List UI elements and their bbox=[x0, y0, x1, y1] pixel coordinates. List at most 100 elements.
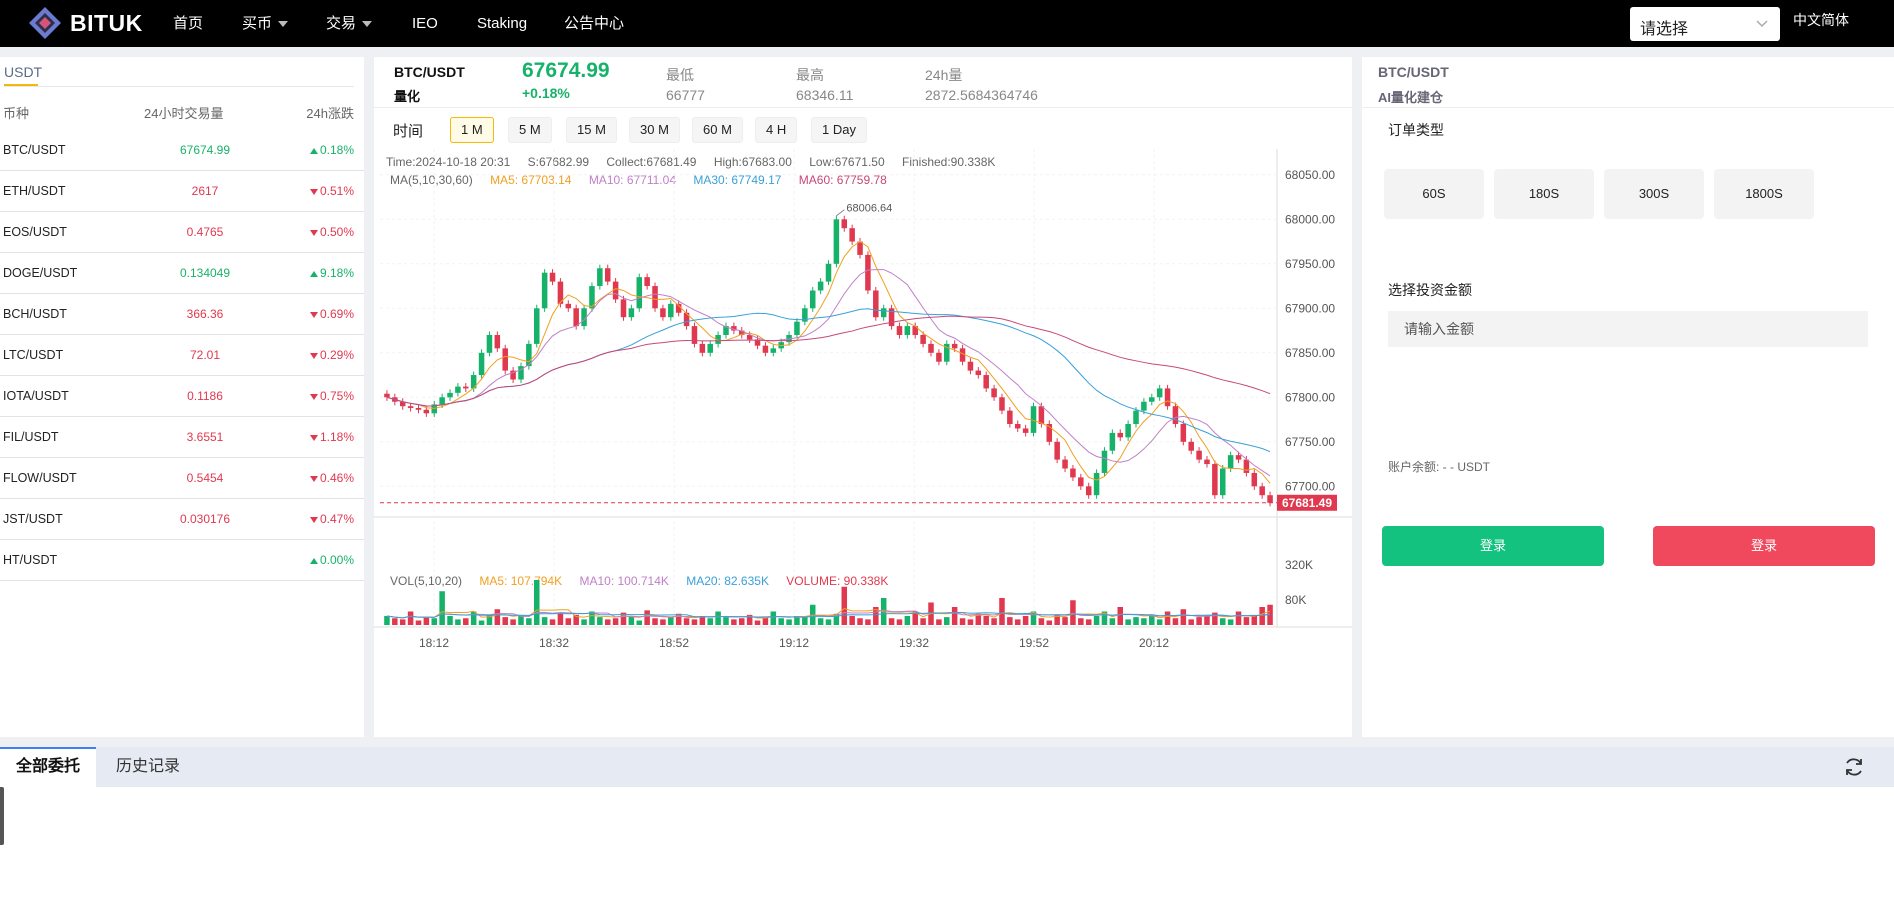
market-list-panel: USDT 币种 24小时交易量 24h涨跌 BTC/USDT 67674.99 0.… bbox=[0, 57, 364, 737]
volume-bar bbox=[1030, 611, 1037, 625]
market-row[interactable]: IOTA/USDT 0.1186 0.75% bbox=[0, 375, 364, 417]
market-row[interactable]: FIL/USDT 3.6551 1.18% bbox=[0, 416, 364, 458]
duration-180s-button[interactable]: 180S bbox=[1494, 169, 1594, 219]
brand-logo[interactable]: BITUK bbox=[28, 5, 143, 41]
volume-bar bbox=[762, 617, 769, 625]
arrow-down-icon bbox=[309, 516, 318, 523]
order-subtitle: AI量化建仓 bbox=[1378, 90, 1444, 105]
candle-body bbox=[999, 397, 1005, 411]
candle-body bbox=[1259, 486, 1265, 496]
vol-tick-label: 320K bbox=[1285, 558, 1313, 572]
nav-announcements[interactable]: 公告中心 bbox=[564, 0, 624, 47]
market-row[interactable]: BTC/USDT 67674.99 0.18% bbox=[0, 129, 364, 171]
volume-bar bbox=[691, 619, 698, 625]
y-tick-label: 67850.00 bbox=[1285, 346, 1335, 360]
candle-body bbox=[975, 370, 982, 376]
volume-bar bbox=[1259, 607, 1265, 625]
candle-body bbox=[1093, 472, 1100, 496]
info-finished: Finished:90.338K bbox=[901, 155, 996, 169]
interval-5m[interactable]: 5 M bbox=[508, 117, 552, 143]
market-row[interactable]: EOS/USDT 0.4765 0.50% bbox=[0, 211, 364, 253]
market-row[interactable]: JST/USDT 0.030176 0.47% bbox=[0, 498, 364, 540]
tab-history[interactable]: 历史记录 bbox=[116, 758, 181, 775]
candle-body bbox=[983, 375, 989, 389]
candle-body bbox=[1078, 477, 1084, 487]
interval-1day[interactable]: 1 Day bbox=[811, 117, 867, 143]
info-low: Low:67671.50 bbox=[809, 155, 885, 169]
volume-bar bbox=[699, 616, 706, 625]
tab-usdt[interactable]: USDT bbox=[4, 64, 43, 80]
interval-30m[interactable]: 30 M bbox=[629, 117, 680, 143]
market-row[interactable]: LTC/USDT 72.01 0.29% bbox=[0, 334, 364, 376]
refresh-icon[interactable] bbox=[1843, 756, 1865, 778]
market-change: 0.47% bbox=[309, 512, 354, 526]
caret-down-icon bbox=[278, 21, 289, 28]
volume-bar bbox=[1046, 620, 1053, 625]
duration-300s-button[interactable]: 300S bbox=[1604, 169, 1704, 219]
interval-60m[interactable]: 60 M bbox=[692, 117, 743, 143]
info-high: High:67683.00 bbox=[713, 155, 792, 169]
interval-1m[interactable]: 1 M bbox=[450, 117, 494, 143]
header-select[interactable]: 请选择 bbox=[1630, 7, 1780, 41]
volume-bar bbox=[604, 619, 611, 625]
ma30-value: MA30: 67749.17 bbox=[693, 173, 782, 187]
ma30-line bbox=[386, 308, 1271, 453]
interval-4h[interactable]: 4 H bbox=[755, 117, 798, 143]
nav-buy-coin[interactable]: 买币 bbox=[242, 0, 289, 47]
volume-bar bbox=[652, 618, 658, 625]
candlestick-chart[interactable]: 68050.00 68000.00 67950.00 67900.00 67850.00… bbox=[374, 149, 1352, 669]
volume-bar bbox=[857, 618, 863, 625]
volume-bar bbox=[1196, 617, 1202, 625]
divider bbox=[1362, 107, 1894, 108]
volume-bar bbox=[739, 618, 745, 625]
nav-home[interactable]: 首页 bbox=[173, 0, 203, 47]
nav-ieo[interactable]: IEO bbox=[412, 0, 438, 47]
select-value: 请选择 bbox=[1640, 21, 1689, 38]
tab-all-orders[interactable]: 全部委托 bbox=[0, 747, 96, 787]
market-row[interactable]: FLOW/USDT 0.5454 0.46% bbox=[0, 457, 364, 499]
duration-60s-button[interactable]: 60S bbox=[1384, 169, 1484, 219]
ma10-value: MA10: 67711.04 bbox=[588, 173, 676, 187]
sell-login-button[interactable]: 登录 bbox=[1653, 526, 1875, 566]
market-row[interactable]: HT/USDT 0.00% bbox=[0, 539, 364, 581]
volume-bar bbox=[1014, 619, 1021, 625]
volume-bar bbox=[1085, 619, 1092, 625]
stat-low-value: 66777 bbox=[666, 87, 705, 103]
volume-bar bbox=[1227, 619, 1234, 625]
caret-down-icon bbox=[362, 21, 373, 28]
nav-trade[interactable]: 交易 bbox=[326, 0, 373, 47]
volume-bar bbox=[1054, 614, 1060, 625]
market-row[interactable]: BCH/USDT 366.36 0.69% bbox=[0, 293, 364, 335]
nav-staking[interactable]: Staking bbox=[477, 0, 527, 47]
y-tick-label: 67750.00 bbox=[1285, 435, 1335, 449]
vol-title: VOL(5,10,20) bbox=[390, 574, 463, 588]
market-change: 0.75% bbox=[309, 389, 354, 403]
buy-login-button[interactable]: 登录 bbox=[1382, 526, 1604, 566]
candle-body bbox=[936, 352, 942, 362]
candle-body bbox=[873, 290, 879, 318]
drag-handle[interactable] bbox=[0, 787, 4, 845]
candle-body bbox=[762, 345, 769, 353]
market-row[interactable]: ETH/USDT 2617 0.51% bbox=[0, 170, 364, 212]
volume-bar bbox=[455, 619, 461, 625]
interval-15m[interactable]: 15 M bbox=[566, 117, 617, 143]
candle-body bbox=[683, 312, 690, 327]
volume-bar bbox=[1117, 607, 1124, 625]
market-row[interactable]: DOGE/USDT 0.134049 9.18% bbox=[0, 252, 364, 294]
language-switch[interactable]: 中文简体 bbox=[1793, 12, 1849, 28]
market-change-value: 0.50% bbox=[319, 225, 354, 239]
volume-bar bbox=[715, 611, 721, 625]
volume-bar bbox=[526, 618, 532, 625]
ma60-value: MA60: 67759.78 bbox=[798, 173, 887, 187]
volume-bar bbox=[1243, 617, 1250, 625]
arrow-down-icon bbox=[309, 475, 318, 482]
candle-body bbox=[431, 404, 438, 414]
candle-body bbox=[1164, 388, 1171, 407]
y-tick-label: 67700.00 bbox=[1285, 479, 1335, 493]
amount-input[interactable] bbox=[1388, 311, 1868, 347]
market-change: 9.18% bbox=[309, 266, 354, 280]
order-type-label: 订单类型 bbox=[1388, 122, 1444, 138]
duration-1800s-button[interactable]: 1800S bbox=[1714, 169, 1814, 219]
candle-body bbox=[944, 343, 950, 362]
col-header-change: 24h涨跌 bbox=[306, 106, 354, 121]
